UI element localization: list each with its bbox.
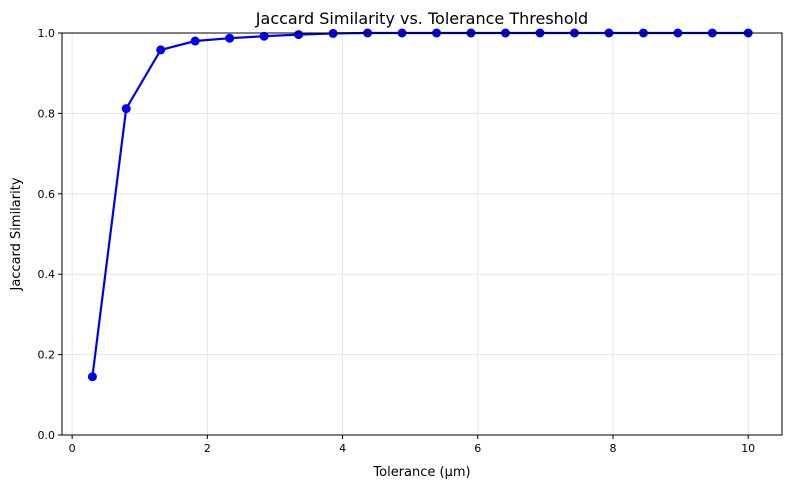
plot-frame [61,32,783,436]
y-tick-label: 0.6 [38,188,56,201]
y-tick-label: 0.8 [38,107,56,120]
data-point [121,104,131,114]
x-axis-ticks: 0 2 4 6 8 10 [69,435,755,455]
y-tick-label: 0.4 [38,268,56,281]
x-tick-label: 6 [474,442,481,455]
data-point [156,45,166,55]
x-axis-label: Tolerance (μm) [372,465,470,480]
data-point [87,372,97,382]
y-tick-label: 0.2 [38,349,56,362]
y-axis-label: Jaccard Similarity [9,177,24,291]
chart-title: Jaccard Similarity vs. Tolerance Thresho… [255,9,588,28]
y-tick-label: 0.0 [38,429,56,442]
y-axis-ticks: 0.0 0.2 0.4 0.6 0.8 1.0 [38,27,62,442]
data-point [259,31,269,41]
x-tick-label: 4 [339,442,346,455]
x-tick-label: 8 [609,442,616,455]
data-point [294,30,304,40]
data-point [225,33,235,43]
data-point [190,36,200,46]
x-tick-label: 0 [69,442,76,455]
x-tick-label: 2 [204,442,211,455]
x-tick-label: 10 [741,442,755,455]
y-tick-label: 1.0 [38,27,56,40]
